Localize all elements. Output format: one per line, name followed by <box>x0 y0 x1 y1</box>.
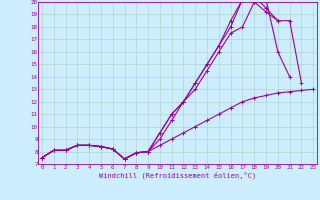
X-axis label: Windchill (Refroidissement éolien,°C): Windchill (Refroidissement éolien,°C) <box>99 171 256 179</box>
